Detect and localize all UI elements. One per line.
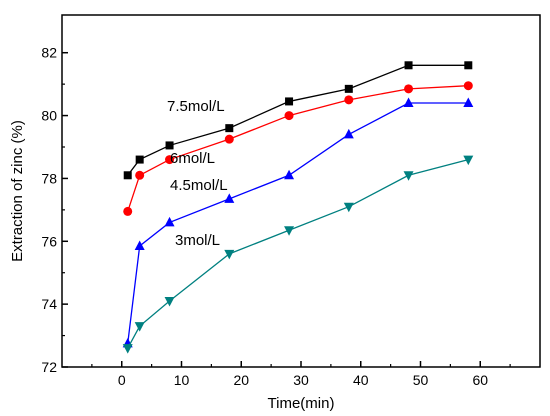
series-labels: 7.5mol/L 6mol/L 4.5mol/L 3mol/L [167, 98, 228, 249]
y-tick-label: 76 [41, 233, 57, 249]
series-1 [123, 81, 473, 216]
data-point [403, 97, 414, 107]
data-point [343, 202, 354, 213]
data-point [122, 344, 133, 354]
data-point [284, 111, 294, 121]
series-label-4.5mol: 4.5mol/L [170, 177, 228, 194]
series-line [127, 64, 469, 176]
y-axis: 72 74 76 78 80 82 [41, 45, 68, 375]
data-point [123, 206, 133, 216]
series-label-3mol: 3mol/L [175, 232, 220, 249]
data-point [224, 193, 235, 203]
x-tick-label: 20 [233, 372, 249, 388]
data-point [284, 226, 295, 236]
series-label-6mol: 6mol/L [170, 150, 215, 167]
data-point [403, 171, 414, 181]
x-tick-label: 50 [413, 372, 429, 388]
x-tick-label: 0 [118, 372, 126, 388]
data-point [123, 171, 132, 180]
y-tick-label: 72 [41, 359, 57, 375]
series-2 [122, 97, 474, 348]
data-point [464, 61, 473, 70]
series-line [127, 102, 469, 344]
data-point [225, 124, 234, 133]
data-point [463, 81, 473, 91]
data-point [463, 155, 474, 166]
x-tick-label: 10 [174, 372, 190, 388]
data-point [134, 240, 145, 250]
data-point [135, 155, 144, 164]
series-layer [122, 61, 474, 354]
data-point [285, 97, 294, 106]
y-tick-label: 82 [41, 45, 57, 61]
data-point [404, 61, 413, 70]
data-point [224, 134, 234, 144]
data-point [164, 297, 175, 307]
data-point [165, 141, 174, 150]
data-point [344, 84, 353, 93]
x-axis: 0 10 20 30 40 50 60 [91, 361, 511, 388]
y-tick-label: 74 [41, 296, 57, 312]
data-point [165, 155, 175, 165]
data-point [463, 97, 474, 107]
series-line [127, 158, 469, 349]
series-0 [123, 61, 473, 180]
data-point [135, 170, 145, 180]
x-tick-label: 40 [353, 372, 369, 388]
y-axis-title: Extraction of zinc (%) [9, 120, 26, 262]
data-point [343, 128, 354, 139]
data-point [164, 216, 175, 227]
data-point [134, 322, 145, 332]
y-tick-label: 78 [41, 170, 57, 186]
x-axis-title: Time(min) [268, 395, 335, 412]
series-line [127, 85, 469, 212]
data-point [404, 84, 414, 94]
y-tick-label: 80 [41, 108, 57, 124]
data-point [224, 249, 235, 260]
series-label-7.5mol: 7.5mol/L [167, 98, 225, 115]
data-point [344, 95, 354, 105]
data-point [284, 169, 295, 180]
x-tick-label: 60 [472, 372, 488, 388]
series-3 [122, 155, 474, 354]
x-tick-label: 30 [293, 372, 309, 388]
